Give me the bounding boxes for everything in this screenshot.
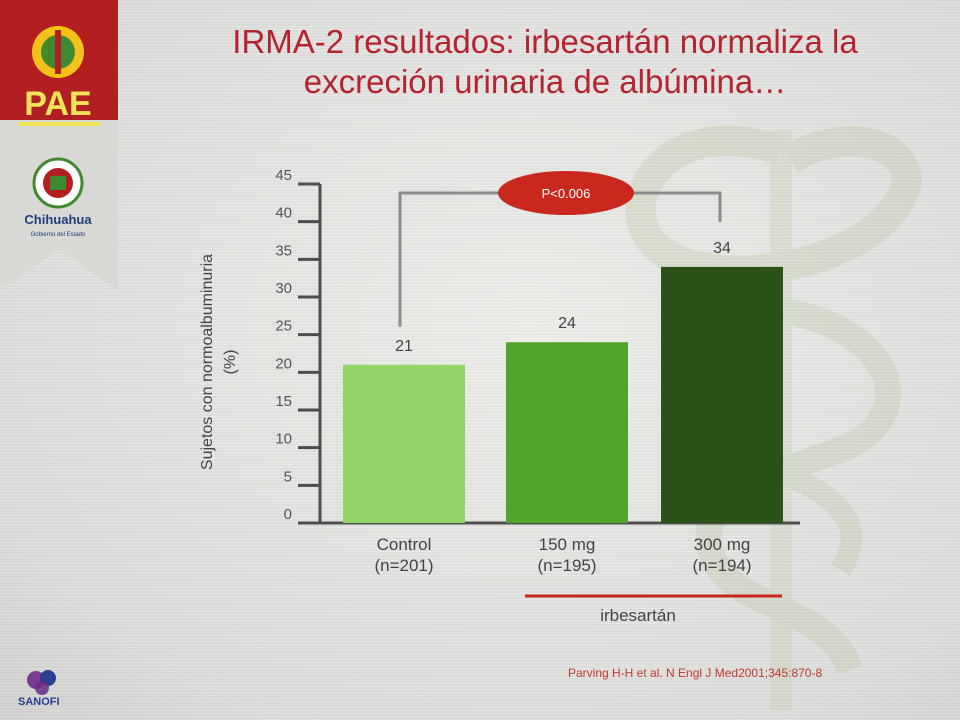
- y-tick-label: 25: [275, 318, 292, 335]
- p-value-badge: [498, 171, 634, 215]
- y-tick-label: 45: [275, 167, 292, 184]
- category-label: Control: [377, 535, 432, 554]
- chihuahua-logo-text: Chihuahua: [24, 212, 92, 227]
- pae-emblem-icon: [32, 26, 84, 78]
- category-sample-size: (n=201): [374, 556, 433, 575]
- chihuahua-subtitle: Gobierno del Estado: [31, 232, 86, 238]
- sanofi-logo-icon: [27, 670, 56, 695]
- slide-title-line1: IRMA-2 resultados: irbesartán normaliza …: [232, 23, 858, 60]
- y-tick-label: 40: [275, 205, 292, 222]
- y-tick-label: 20: [275, 355, 292, 372]
- y-tick-label: 15: [275, 393, 292, 410]
- p-value-text: P<0.006: [542, 186, 591, 201]
- bar-value-label: 21: [395, 338, 413, 355]
- bar: [343, 364, 465, 523]
- category-sample-size: (n=195): [537, 556, 596, 575]
- category-label: 300 mg: [694, 535, 751, 554]
- citation: Parving H-H et al. N Engl J Med2001;345:…: [568, 666, 823, 680]
- y-axis-label: Sujetos con normoalbuminuria: [199, 254, 216, 470]
- slide-title: IRMA-2 resultados: irbesartán normaliza …: [150, 22, 940, 102]
- category-sample-size: (n=194): [692, 556, 751, 575]
- category-label: 150 mg: [539, 535, 596, 554]
- sanofi-logo-text: SANOFI: [18, 696, 60, 708]
- significance-bracket: P<0.006: [398, 171, 722, 327]
- bars: 21 Control (n=201) 24 150 mg (n=195) 34 300 mg (…: [343, 240, 783, 575]
- slide-title-line2: excreción urinaria de albúmina…: [303, 63, 787, 100]
- bar: [661, 266, 783, 523]
- bar: [506, 342, 628, 523]
- y-tick-label: 0: [284, 506, 292, 523]
- y-tick-label: 5: [284, 468, 292, 485]
- chihuahua-seal-icon: [32, 157, 84, 209]
- y-tick-label: 35: [275, 242, 292, 259]
- bar-value-label: 34: [713, 240, 731, 257]
- y-axis-unit: (%): [222, 350, 239, 375]
- irbesartan-group-label: irbesartán: [600, 606, 676, 625]
- bar-value-label: 24: [558, 315, 576, 332]
- y-tick-label: 30: [275, 280, 292, 297]
- y-tick-label: 10: [275, 431, 292, 448]
- pae-logo-text: PAE: [24, 85, 91, 123]
- sidebar-logo-banner: PAE Chihuahua Gobierno del Estado: [0, 0, 118, 290]
